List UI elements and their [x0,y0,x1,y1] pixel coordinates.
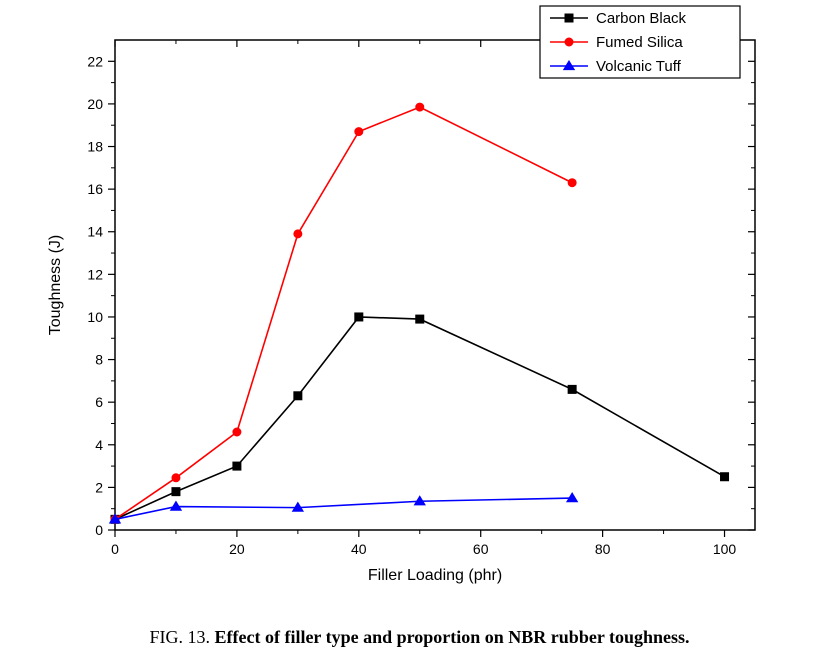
y-tick-label: 20 [87,96,103,112]
y-tick-label: 2 [95,479,103,495]
y-tick-label: 12 [87,266,103,282]
x-tick-label: 40 [351,541,367,557]
marker-square [565,14,573,22]
marker-square [416,315,424,323]
y-tick-label: 18 [87,139,103,155]
x-tick-label: 20 [229,541,245,557]
legend-item-label: Volcanic Tuff [596,58,682,75]
marker-circle [172,474,180,482]
y-tick-label: 4 [95,437,103,453]
legend-item-label: Fumed Silica [596,34,683,51]
y-tick-label: 10 [87,309,103,325]
marker-circle [294,230,302,238]
y-axis-label: Toughness (J) [47,235,64,336]
marker-square [355,313,363,321]
y-tick-label: 0 [95,522,103,538]
marker-circle [568,179,576,187]
legend-item-label: Carbon Black [596,10,687,27]
marker-square [172,488,180,496]
marker-circle [416,103,424,111]
figure-caption: FIG. 13. Effect of filler type and propo… [0,627,839,648]
page-root: { "chart": { "type": "line", "background… [0,0,839,656]
y-tick-label: 22 [87,53,103,69]
y-tick-label: 6 [95,394,103,410]
y-tick-label: 16 [87,181,103,197]
x-tick-label: 0 [111,541,119,557]
marker-circle [355,128,363,136]
chart-area: 0 20 40 60 80 100 0 2 4 6 8 10 12 14 16 18 20 22 Filler Lo… [0,0,839,610]
marker-square [233,462,241,470]
caption-label: FIG. 13. [149,627,214,647]
chart-svg: 0 20 40 60 80 100 0 2 4 6 8 10 12 14 16 18 20 22 Filler Lo… [0,0,839,610]
marker-square [294,392,302,400]
x-tick-label: 60 [473,541,489,557]
marker-circle [565,38,573,46]
caption-title: Effect of filler type and proportion on … [214,627,689,647]
y-tick-label: 8 [95,352,103,368]
legend: Carbon Black Fumed Silica Volcanic Tuff [540,6,740,78]
y-tick-label: 14 [87,224,103,240]
x-axis-label: Filler Loading (phr) [368,567,502,584]
x-tick-label: 80 [595,541,611,557]
x-tick-label: 100 [713,541,737,557]
marker-circle [233,428,241,436]
marker-square [721,473,729,481]
marker-square [568,385,576,393]
